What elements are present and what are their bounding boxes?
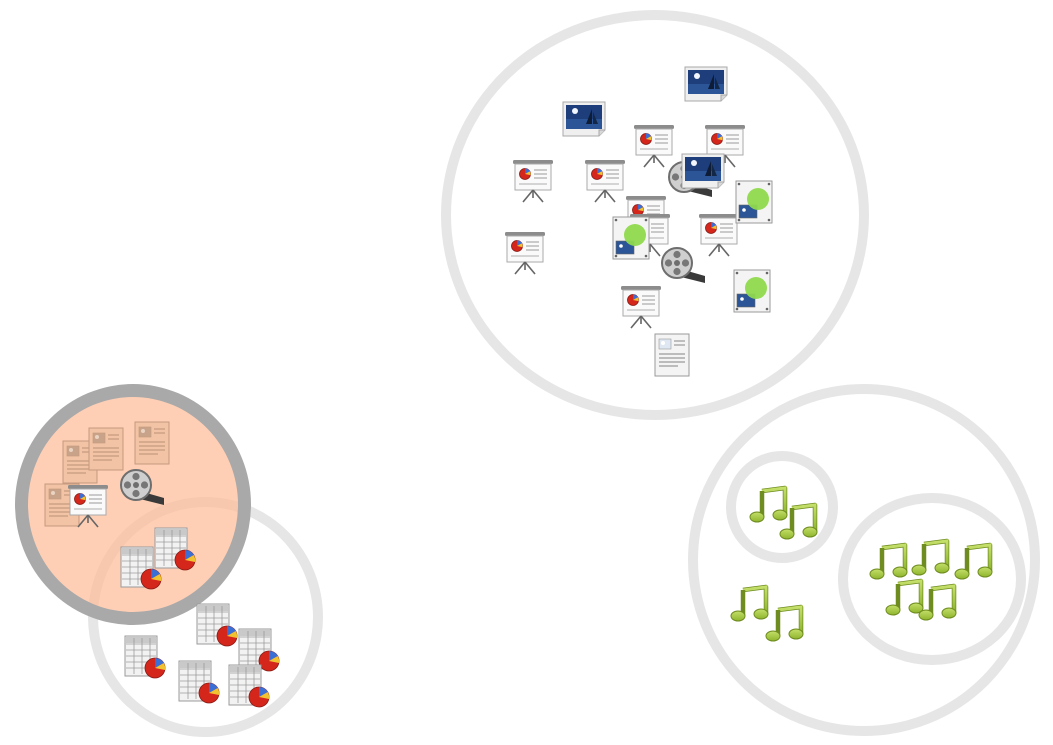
image-icon[interactable]: [684, 66, 728, 102]
presentation-icon[interactable]: [697, 212, 741, 258]
presentation-icon[interactable]: [583, 158, 627, 204]
music-subgroup-ring-small[interactable]: [726, 451, 838, 563]
spreadsheet-icon[interactable]: [124, 635, 170, 681]
document-icon[interactable]: [88, 427, 124, 471]
music-note-icon[interactable]: [779, 502, 819, 541]
spreadsheet-icon[interactable]: [196, 603, 242, 649]
image-icon[interactable]: [562, 101, 606, 137]
documents-group-ring[interactable]: [441, 10, 869, 420]
spreadsheet-icon[interactable]: [238, 628, 284, 674]
music-note-icon[interactable]: [765, 604, 805, 643]
music-subgroup-ring-large[interactable]: [838, 493, 1026, 665]
spreadsheet-icon[interactable]: [154, 527, 200, 573]
video-reel-icon[interactable]: [659, 246, 707, 284]
music-note-icon[interactable]: [869, 542, 909, 581]
drawing-icon[interactable]: [612, 216, 650, 260]
presentation-icon[interactable]: [503, 230, 547, 276]
spreadsheet-icon[interactable]: [228, 664, 274, 710]
music-group-ring[interactable]: [688, 384, 1040, 736]
music-note-icon[interactable]: [885, 578, 925, 617]
music-note-icon[interactable]: [918, 583, 958, 622]
music-note-icon[interactable]: [730, 584, 770, 623]
presentation-icon[interactable]: [619, 284, 663, 330]
presentation-icon[interactable]: [703, 123, 747, 169]
drawing-icon[interactable]: [735, 180, 773, 224]
presentation-icon[interactable]: [511, 158, 555, 204]
music-note-icon[interactable]: [911, 538, 951, 577]
presentation-icon[interactable]: [66, 483, 110, 529]
spreadsheet-icon[interactable]: [178, 660, 224, 706]
drawing-icon[interactable]: [733, 269, 771, 313]
music-note-icon[interactable]: [749, 485, 789, 524]
video-reel-icon[interactable]: [118, 468, 166, 506]
image-icon[interactable]: [681, 153, 725, 189]
presentation-icon[interactable]: [632, 123, 676, 169]
document-icon[interactable]: [134, 421, 170, 465]
document-icon[interactable]: [654, 333, 690, 377]
music-note-icon[interactable]: [954, 542, 994, 581]
spreadsheet-icon[interactable]: [120, 546, 166, 592]
